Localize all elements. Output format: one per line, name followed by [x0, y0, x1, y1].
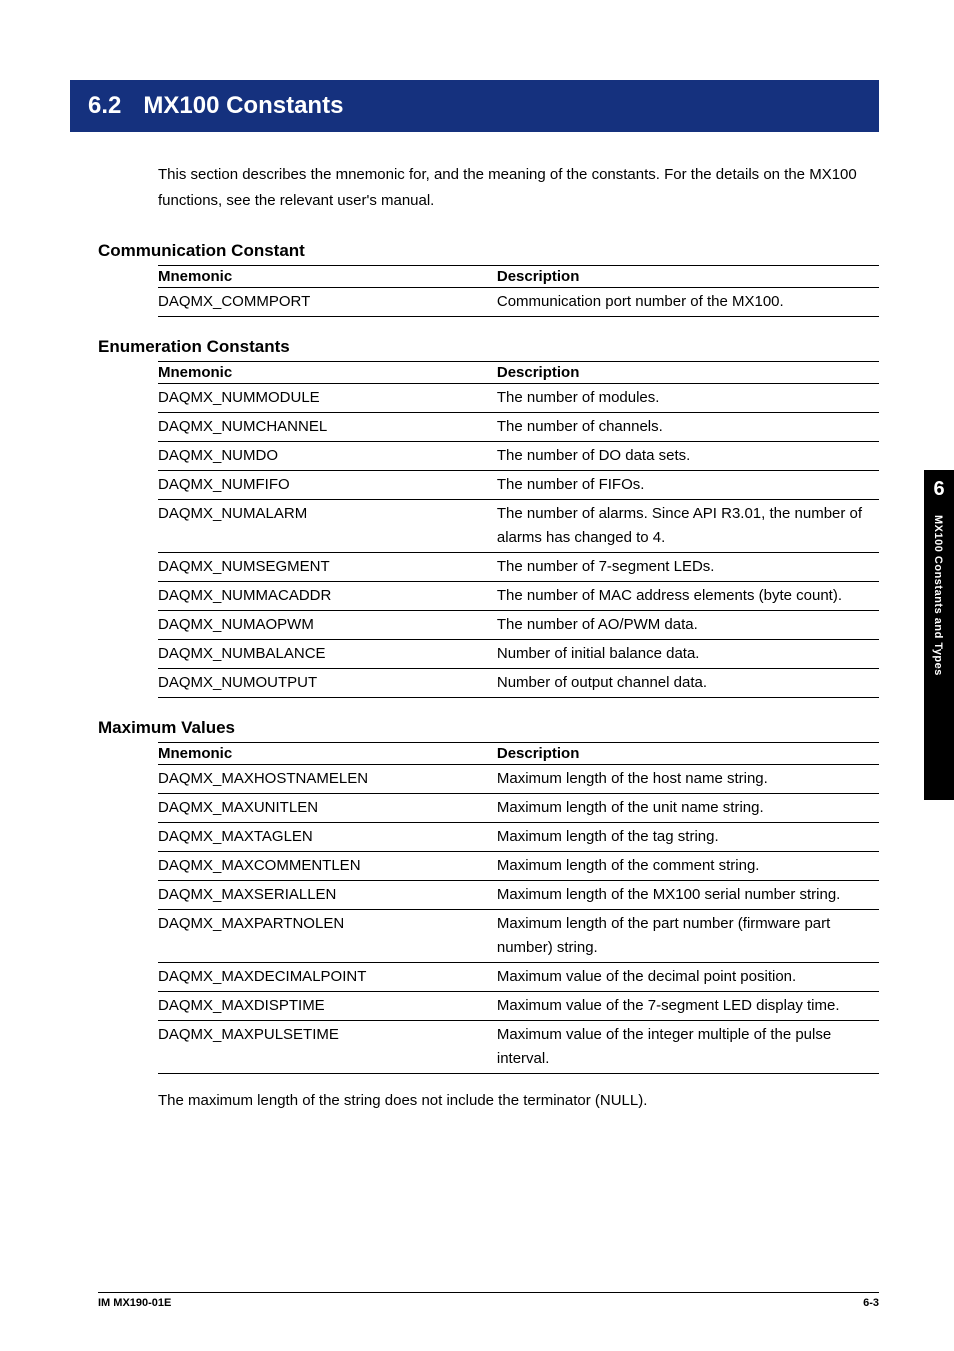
description-cell: The number of DO data sets. — [497, 442, 879, 471]
mnemonic-cell: DAQMX_MAXHOSTNAMELEN — [158, 765, 497, 794]
mnemonic-cell: DAQMX_NUMMODULE — [158, 384, 497, 413]
communication-table: Mnemonic Description DAQMX_COMMPORT Comm… — [158, 265, 879, 317]
table-row: DAQMX_NUMALARMThe number of alarms. Sinc… — [158, 500, 879, 553]
table-header: Description — [497, 266, 879, 288]
description-cell: Maximum length of the unit name string. — [497, 794, 879, 823]
mnemonic-cell: DAQMX_NUMOUTPUT — [158, 669, 497, 698]
table-row: DAQMX_NUMBALANCENumber of initial balanc… — [158, 640, 879, 669]
description-cell: The number of channels. — [497, 413, 879, 442]
table-row: DAQMX_MAXPARTNOLENMaximum length of the … — [158, 910, 879, 963]
table-row: DAQMX_COMMPORT Communication port number… — [158, 288, 879, 317]
description-cell: The number of 7-segment LEDs. — [497, 553, 879, 582]
side-tab-number: 6 — [924, 470, 954, 515]
section-intro: This section describes the mnemonic for,… — [158, 162, 879, 213]
description-cell: Maximum length of the part number (firmw… — [497, 910, 879, 963]
table-row: DAQMX_NUMFIFOThe number of FIFOs. — [158, 471, 879, 500]
mnemonic-cell: DAQMX_MAXPULSETIME — [158, 1021, 497, 1074]
table-header: Description — [497, 362, 879, 384]
section-title: MX100 Constants — [143, 92, 343, 119]
mnemonic-cell: DAQMX_NUMDO — [158, 442, 497, 471]
description-cell: The number of MAC address elements (byte… — [497, 582, 879, 611]
description-cell: Maximum length of the comment string. — [497, 852, 879, 881]
table-row: DAQMX_MAXTAGLENMaximum length of the tag… — [158, 823, 879, 852]
description-cell: Number of initial balance data. — [497, 640, 879, 669]
table-row: DAQMX_NUMSEGMENTThe number of 7-segment … — [158, 553, 879, 582]
mnemonic-cell: DAQMX_MAXTAGLEN — [158, 823, 497, 852]
table-row: DAQMX_NUMMODULEThe number of modules. — [158, 384, 879, 413]
description-cell: The number of alarms. Since API R3.01, t… — [497, 500, 879, 553]
table-row: DAQMX_NUMAOPWMThe number of AO/PWM data. — [158, 611, 879, 640]
table-row: DAQMX_MAXDECIMALPOINTMaximum value of th… — [158, 963, 879, 992]
mnemonic-cell: DAQMX_MAXDECIMALPOINT — [158, 963, 497, 992]
table-row: DAQMX_MAXCOMMENTLENMaximum length of the… — [158, 852, 879, 881]
mnemonic-cell: DAQMX_MAXSERIALLEN — [158, 881, 497, 910]
description-cell: Number of output channel data. — [497, 669, 879, 698]
description-cell: Maximum value of the integer multiple of… — [497, 1021, 879, 1074]
subsection-title-communication: Communication Constant — [98, 241, 879, 261]
footer-left: IM MX190-01E — [98, 1297, 171, 1309]
table-row: DAQMX_MAXSERIALLENMaximum length of the … — [158, 881, 879, 910]
table-row: DAQMX_NUMOUTPUTNumber of output channel … — [158, 669, 879, 698]
description-cell: Maximum length of the MX100 serial numbe… — [497, 881, 879, 910]
mnemonic-cell: DAQMX_MAXPARTNOLEN — [158, 910, 497, 963]
mnemonic-cell: DAQMX_COMMPORT — [158, 288, 497, 317]
section-header: 6.2 MX100 Constants — [70, 80, 879, 132]
side-tab-text: MX100 Constants and Types — [924, 515, 944, 676]
note-text: The maximum length of the string does no… — [158, 1092, 879, 1109]
table-row: DAQMX_NUMCHANNELThe number of channels. — [158, 413, 879, 442]
mnemonic-cell: DAQMX_MAXDISPTIME — [158, 992, 497, 1021]
table-header: Mnemonic — [158, 743, 497, 765]
mnemonic-cell: DAQMX_NUMBALANCE — [158, 640, 497, 669]
subsection-title-enumeration: Enumeration Constants — [98, 337, 879, 357]
enumeration-table: Mnemonic Description DAQMX_NUMMODULEThe … — [158, 361, 879, 698]
table-header: Description — [497, 743, 879, 765]
mnemonic-cell: DAQMX_NUMSEGMENT — [158, 553, 497, 582]
table-row: DAQMX_MAXDISPTIMEMaximum value of the 7-… — [158, 992, 879, 1021]
mnemonic-cell: DAQMX_MAXCOMMENTLEN — [158, 852, 497, 881]
table-row: DAQMX_MAXPULSETIMEMaximum value of the i… — [158, 1021, 879, 1074]
description-cell: Communication port number of the MX100. — [497, 288, 879, 317]
description-cell: The number of modules. — [497, 384, 879, 413]
maximum-table: Mnemonic Description DAQMX_MAXHOSTNAMELE… — [158, 742, 879, 1074]
mnemonic-cell: DAQMX_NUMALARM — [158, 500, 497, 553]
description-cell: Maximum value of the 7-segment LED displ… — [497, 992, 879, 1021]
table-row: DAQMX_MAXUNITLENMaximum length of the un… — [158, 794, 879, 823]
description-cell: Maximum length of the host name string. — [497, 765, 879, 794]
mnemonic-cell: DAQMX_NUMMACADDR — [158, 582, 497, 611]
table-row: DAQMX_MAXHOSTNAMELENMaximum length of th… — [158, 765, 879, 794]
mnemonic-cell: DAQMX_NUMCHANNEL — [158, 413, 497, 442]
page-footer: IM MX190-01E 6-3 — [98, 1292, 879, 1309]
footer-right: 6-3 — [863, 1297, 879, 1309]
description-cell: The number of FIFOs. — [497, 471, 879, 500]
description-cell: Maximum length of the tag string. — [497, 823, 879, 852]
section-number: 6.2 — [88, 92, 121, 119]
table-header: Mnemonic — [158, 362, 497, 384]
description-cell: Maximum value of the decimal point posit… — [497, 963, 879, 992]
table-header: Mnemonic — [158, 266, 497, 288]
table-row: DAQMX_NUMMACADDRThe number of MAC addres… — [158, 582, 879, 611]
table-row: DAQMX_NUMDOThe number of DO data sets. — [158, 442, 879, 471]
description-cell: The number of AO/PWM data. — [497, 611, 879, 640]
mnemonic-cell: DAQMX_NUMFIFO — [158, 471, 497, 500]
side-tab: 6 MX100 Constants and Types — [924, 470, 954, 800]
mnemonic-cell: DAQMX_MAXUNITLEN — [158, 794, 497, 823]
subsection-title-maximum: Maximum Values — [98, 718, 879, 738]
mnemonic-cell: DAQMX_NUMAOPWM — [158, 611, 497, 640]
